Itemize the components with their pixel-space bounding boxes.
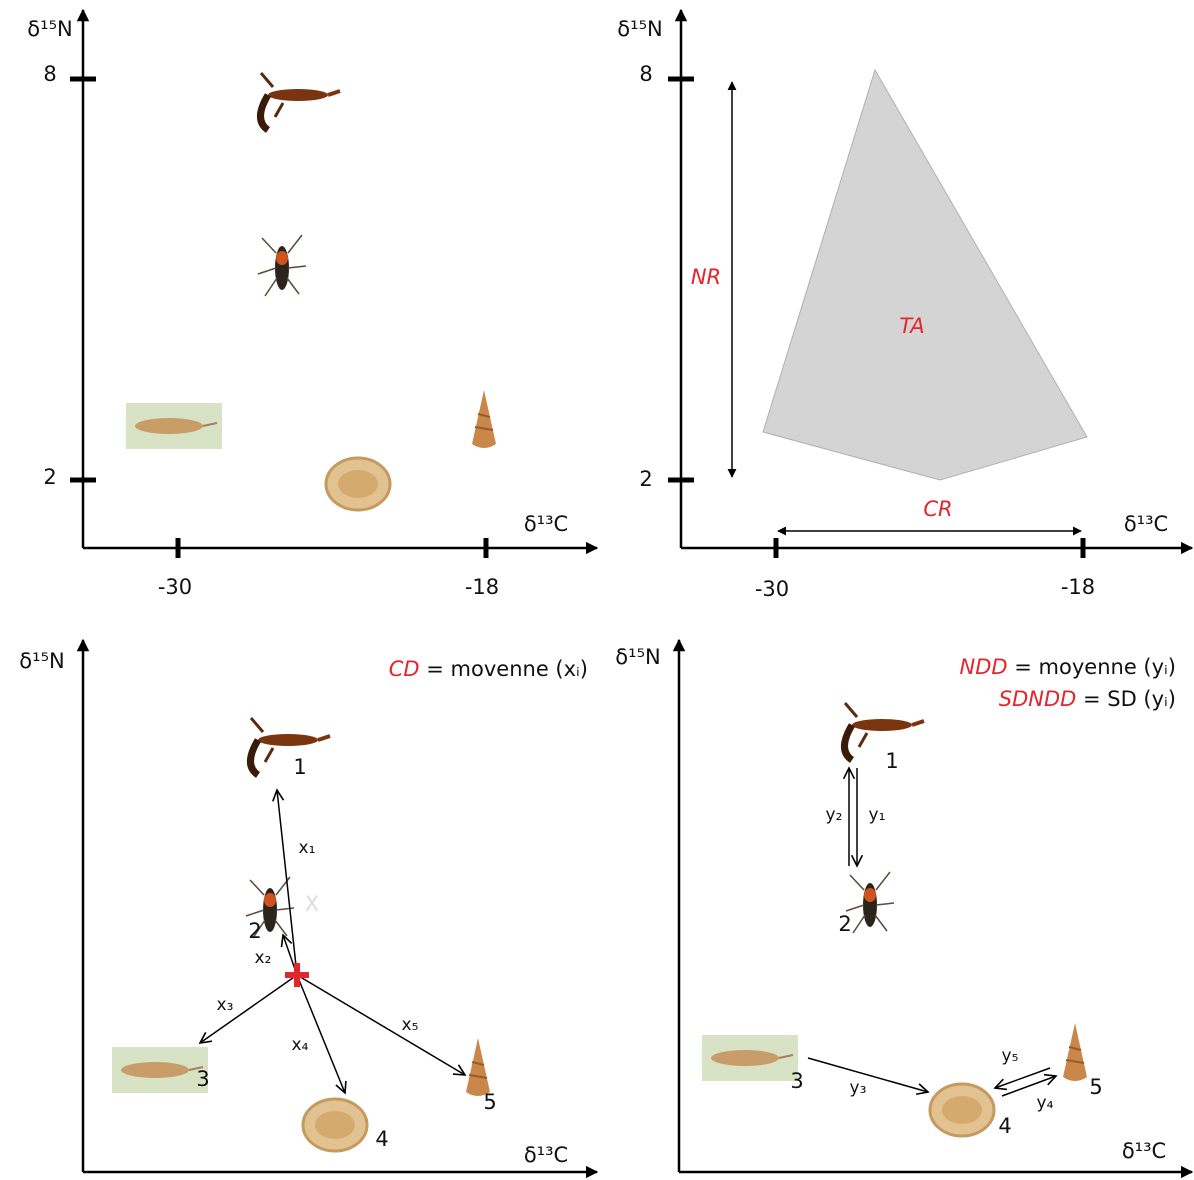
x-axis-label: δ¹³C [1122,1139,1166,1163]
distance-arrow [297,975,465,1075]
x-tick-label: -18 [1061,575,1095,599]
formula: NDD = moyenne (yᵢ) [960,655,1176,679]
definition: = movenne (xᵢ) [426,657,588,681]
larva-image [126,403,222,449]
panel-2: δ¹⁵N δ¹³C 8 2 -30 -18 NR TA CR [617,10,1192,601]
y-axis-label: δ¹⁵N [27,17,72,41]
shell-image [1063,1023,1087,1081]
distance-label: x₄ [292,1035,309,1055]
distance-label: y₄ [1037,1093,1054,1113]
specimen-label: 2 [248,919,261,943]
scorpion-image [845,703,925,760]
x-axis-label: δ¹³C [524,512,568,536]
bug-image [846,872,894,933]
x-axis-label: δ¹³C [1124,512,1168,536]
y-axis-label: δ¹⁵N [615,645,660,669]
y-axis-label: δ¹⁵N [19,649,64,673]
centroid [285,963,309,987]
specimen-label: 5 [483,1090,496,1114]
tick-image [326,458,390,510]
distance-arrow [200,975,297,1043]
shell-image [472,390,496,448]
formula: SDNDD = SD (yᵢ) [999,687,1176,711]
specimen-label: 4 [998,1114,1011,1138]
y-tick-label: 2 [43,465,56,489]
scorpion-image [261,73,341,130]
trophic-area [763,70,1087,480]
y-axis-label: δ¹⁵N [617,17,662,41]
x-axis-label: δ¹³C [524,1143,568,1167]
metric: CD [389,657,420,681]
specimen-label: 4 [375,1127,388,1151]
y-tick-label: 8 [43,62,56,86]
scorpion-image [251,718,331,775]
metric: NDD [960,655,1008,679]
specimen-label: 5 [1089,1075,1102,1099]
ta-label: TA [899,314,924,338]
y-tick-label: 2 [639,467,652,491]
specimen-label: 3 [790,1069,803,1093]
distance-arrow [995,1068,1050,1088]
larva-image [112,1047,208,1093]
specimen-label: 3 [196,1067,209,1091]
distance-label: x₂ [255,948,272,968]
tick-image [930,1084,994,1136]
figure: δ¹⁵N δ¹³C 8 2 -30 -18 δ¹⁵N δ¹³C 8 2 -30 … [0,0,1194,1180]
distance-label: y₅ [1002,1046,1019,1066]
specimen-label: 1 [293,755,306,779]
distance-label: x₃ [217,995,234,1015]
bug-image [258,235,306,296]
cr-label: CR [923,497,952,521]
distance-label: y₃ [850,1078,867,1098]
panel-4: δ¹⁵N δ¹³C NDD = moyenne (yᵢ) SDNDD = SD … [615,640,1192,1172]
distance-label: x₁ [299,838,316,858]
centroid-label: X [305,892,319,916]
panel-1: δ¹⁵N δ¹³C 8 2 -30 -18 [27,10,597,599]
tick-image [303,1099,367,1151]
specimen-label: 2 [838,912,851,936]
panel-3: δ¹⁵N δ¹³C CD = movenne (xᵢ) X 1 2 3 4 5 … [19,640,597,1172]
formula: CD = movenne (xᵢ) [389,657,588,681]
x-tick-label: -30 [158,575,192,599]
distance-label: y₁ [869,805,886,825]
x-tick-label: -18 [465,575,499,599]
y-tick-label: 8 [639,62,652,86]
distance-arrow [297,975,345,1093]
definition: = moyenne (yᵢ) [1014,655,1176,679]
metric: SDNDD [999,687,1077,711]
distance-label: y₂ [826,805,843,825]
specimen-label: 1 [885,749,898,773]
distance-arrow [808,1058,928,1092]
larva-image [702,1035,798,1081]
nr-label: NR [691,265,721,289]
x-tick-label: -30 [755,577,789,601]
distance-label: x₅ [402,1015,419,1035]
shell-image [466,1038,490,1096]
definition: = SD (yᵢ) [1083,687,1176,711]
